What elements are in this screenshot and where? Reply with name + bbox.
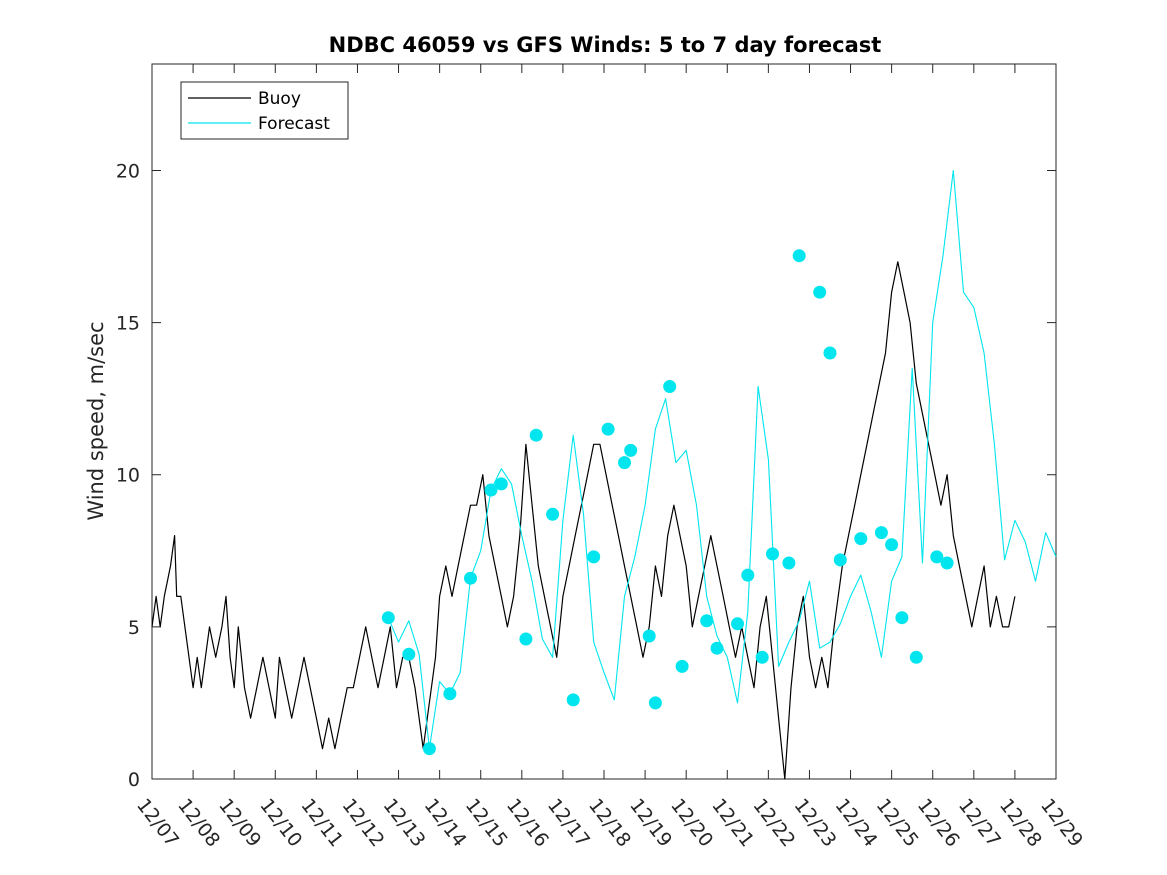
forecast-marker <box>663 380 677 393</box>
forecast-marker <box>766 547 779 561</box>
forecast-marker <box>874 526 888 540</box>
forecast-marker <box>618 456 631 470</box>
forecast-marker <box>700 614 714 628</box>
forecast-marker <box>755 650 769 664</box>
forecast-marker <box>731 617 744 631</box>
forecast-marker <box>940 556 954 570</box>
forecast-marker <box>823 346 837 360</box>
forecast-marker <box>833 553 847 567</box>
chart-title: NDBC 46059 vs GFS Winds: 5 to 7 day fore… <box>329 33 882 57</box>
legend-label-forecast: Forecast <box>258 114 330 134</box>
forecast-marker <box>930 550 944 564</box>
forecast-marker <box>566 693 580 707</box>
forecast-marker <box>587 550 601 564</box>
legend: Buoy Forecast <box>180 81 349 140</box>
forecast-marker <box>422 742 436 756</box>
y-tick-label: 15 <box>116 313 140 335</box>
forecast-marker <box>464 571 477 585</box>
forecast-marker <box>675 659 689 673</box>
forecast-marker <box>494 477 508 491</box>
y-tick-label: 5 <box>128 617 140 639</box>
forecast-marker <box>484 483 498 497</box>
forecast-marker <box>624 443 638 457</box>
forecast-marker <box>782 556 796 570</box>
forecast-marker <box>648 696 662 710</box>
forecast-marker <box>601 422 615 436</box>
forecast-marker <box>529 428 543 442</box>
y-tick-label: 20 <box>116 160 140 182</box>
legend-label-buoy: Buoy <box>258 89 301 109</box>
y-tick-label: 10 <box>116 465 140 487</box>
legend-box <box>180 81 349 140</box>
forecast-marker <box>895 611 909 625</box>
forecast-marker <box>710 641 724 655</box>
plot-area <box>151 63 1057 780</box>
forecast-marker <box>402 647 416 661</box>
series-line-buoy <box>151 261 1016 780</box>
forecast-marker <box>519 632 533 646</box>
forecast-marker <box>792 249 806 263</box>
forecast-marker <box>854 532 868 546</box>
forecast-marker <box>381 611 395 625</box>
y-tick-label: 0 <box>128 769 140 791</box>
forecast-marker <box>909 650 923 664</box>
y-axis-label: Wind speed, m/sec <box>84 321 108 520</box>
forecast-marker <box>741 568 755 582</box>
forecast-marker <box>546 507 560 521</box>
forecast-marker <box>885 538 899 552</box>
forecast-marker <box>813 285 827 299</box>
forecast-marker <box>642 629 656 643</box>
forecast-marker <box>443 687 457 701</box>
axes-box <box>151 63 1057 780</box>
